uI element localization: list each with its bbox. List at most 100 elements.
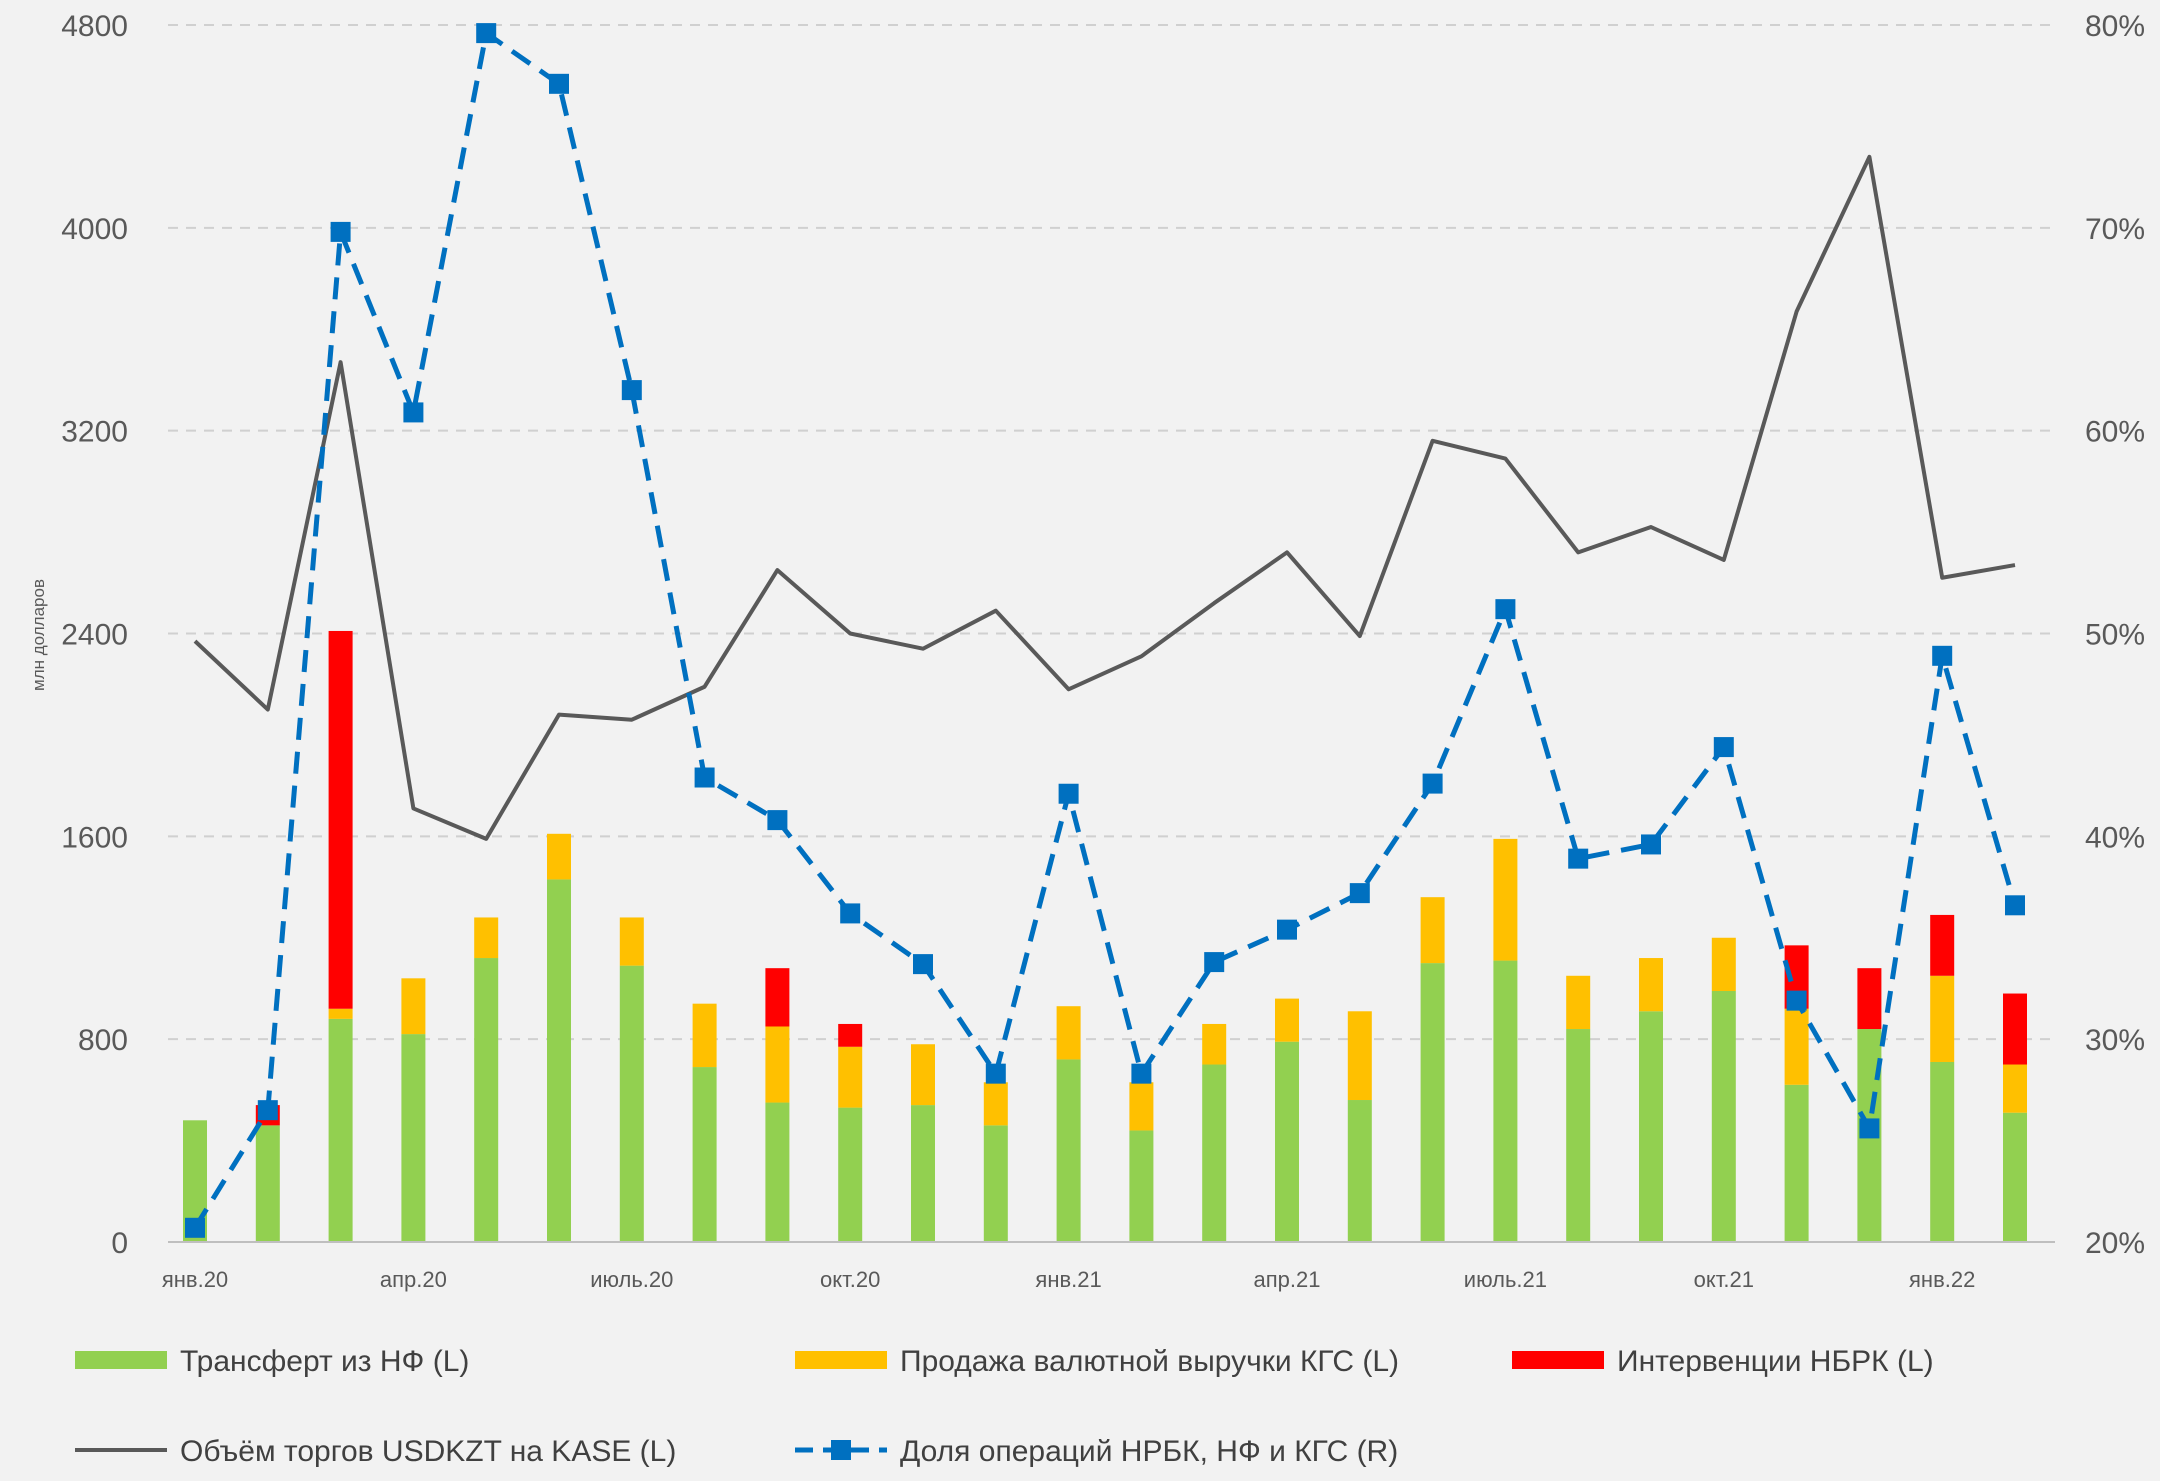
y-tick-label-right: 30% — [2085, 1024, 2145, 1057]
share-marker — [2005, 895, 2025, 916]
share-marker — [1058, 783, 1079, 804]
bars-layer — [183, 630, 2027, 1242]
share-marker — [549, 73, 569, 94]
share-marker — [257, 1100, 278, 1121]
legend-marker — [831, 1440, 851, 1460]
bar-segment-2 — [1784, 1008, 1809, 1085]
legend-label: Интервенции НБРК (L) — [1617, 1345, 1934, 1378]
legend-swatch — [75, 1351, 167, 1369]
share-marker — [403, 402, 424, 423]
bar-segment-1 — [1056, 1059, 1081, 1242]
x-tick-label: окт.20 — [820, 1267, 880, 1292]
bar-segment-1 — [255, 1125, 280, 1242]
legend-swatch — [795, 1351, 887, 1369]
bar-segment-2 — [328, 1008, 353, 1019]
bar-segment-2 — [1711, 937, 1736, 991]
share-marker — [1277, 919, 1297, 940]
bar-segment-1 — [1275, 1041, 1299, 1242]
legend-label: Трансферт из НФ (L) — [180, 1345, 469, 1378]
bar-segment-1 — [1639, 1011, 1663, 1242]
x-tick-label: июль.20 — [590, 1267, 673, 1292]
bar-segment-1 — [911, 1105, 935, 1242]
share-marker — [330, 221, 351, 242]
bar-segment-2 — [1129, 1082, 1154, 1131]
bar-segment-1 — [547, 879, 571, 1242]
x-tick-label: апр.20 — [380, 1267, 447, 1292]
bar-segment-2 — [1493, 838, 1518, 961]
share-marker — [1641, 834, 1661, 855]
x-tick-label: янв.21 — [1035, 1267, 1101, 1292]
bar-segment-2 — [547, 833, 571, 880]
bar-segment-2 — [983, 1082, 1008, 1126]
share-marker — [1204, 952, 1225, 973]
bar-segment-2 — [1420, 897, 1445, 964]
bar-segment-3 — [1930, 914, 1955, 976]
x-tick-label: июль.21 — [1464, 1267, 1547, 1292]
bar-segment-1 — [1493, 960, 1518, 1242]
bar-segment-1 — [1129, 1130, 1154, 1242]
bar-segment-2 — [1566, 975, 1591, 1030]
bar-segment-3 — [1857, 968, 1882, 1030]
legend-label: Продажа валютной выручки КГС (L) — [900, 1345, 1399, 1378]
bar-segment-1 — [1566, 1029, 1591, 1242]
bar-segment-3 — [328, 630, 353, 1009]
y-tick-label-left: 1600 — [61, 821, 128, 854]
bar-segment-2 — [765, 1026, 790, 1103]
legend-swatch — [1512, 1351, 1604, 1369]
legend-label: Объём торгов USDKZT на KASE (L) — [180, 1435, 676, 1468]
bar-segment-1 — [692, 1067, 717, 1242]
y-tick-label-left: 4000 — [61, 213, 128, 246]
y-tick-label-left: 3200 — [61, 416, 128, 449]
share-marker — [985, 1063, 1006, 1084]
grid-layer — [168, 24, 2055, 1041]
share-marker — [476, 23, 497, 44]
bar-segment-1 — [328, 1018, 353, 1242]
share-marker — [1568, 848, 1589, 869]
share-marker — [1495, 599, 1516, 620]
share-marker — [1131, 1063, 1152, 1084]
y-tick-label-left: 0 — [111, 1227, 128, 1260]
bar-segment-2 — [619, 917, 644, 966]
y-axis-title: млн долларов — [29, 579, 48, 691]
bar-segment-1 — [1930, 1061, 1955, 1242]
share-marker — [1349, 883, 1370, 904]
bar-segment-1 — [401, 1034, 426, 1242]
bar-segment-3 — [765, 968, 790, 1027]
share-marker — [767, 810, 788, 831]
share-marker — [185, 1217, 205, 1238]
volume-line — [193, 154, 2016, 841]
bar-segment-2 — [1639, 958, 1663, 1012]
x-tick-label: янв.22 — [1909, 1267, 1975, 1292]
y-tick-label-left: 4800 — [61, 10, 128, 43]
bar-segment-1 — [983, 1125, 1008, 1242]
bar-segment-2 — [1275, 998, 1299, 1042]
share-marker — [694, 767, 715, 788]
bar-segment-2 — [2003, 1064, 2027, 1113]
bar-segment-2 — [1056, 1006, 1081, 1060]
y-tick-label-right: 50% — [2085, 619, 2145, 652]
bar-segment-2 — [401, 978, 426, 1035]
share-marker — [913, 954, 933, 975]
share-marker — [1422, 773, 1443, 794]
share-line — [192, 30, 2018, 1230]
share-marker — [1859, 1118, 1880, 1139]
bar-segment-1 — [1711, 990, 1736, 1242]
x-tick-label: апр.21 — [1254, 1267, 1321, 1292]
y-tick-label-right: 20% — [2085, 1227, 2145, 1260]
bar-segment-2 — [1930, 975, 1955, 1062]
bar-segment-1 — [1420, 963, 1445, 1242]
bar-segment-1 — [838, 1107, 863, 1242]
x-tick-label: окт.21 — [1694, 1267, 1754, 1292]
y-tick-label-left: 2400 — [61, 619, 128, 652]
bar-segment-1 — [765, 1102, 790, 1242]
bar-segment-3 — [2003, 993, 2027, 1065]
lines-layer — [185, 23, 2025, 1238]
bar-segment-2 — [911, 1044, 935, 1106]
bar-segment-2 — [838, 1046, 863, 1108]
share-marker — [1932, 645, 1953, 666]
share-marker — [1786, 990, 1807, 1011]
y-tick-label-right: 70% — [2085, 213, 2145, 246]
bar-segment-1 — [619, 965, 644, 1242]
bar-segment-1 — [1784, 1084, 1809, 1242]
